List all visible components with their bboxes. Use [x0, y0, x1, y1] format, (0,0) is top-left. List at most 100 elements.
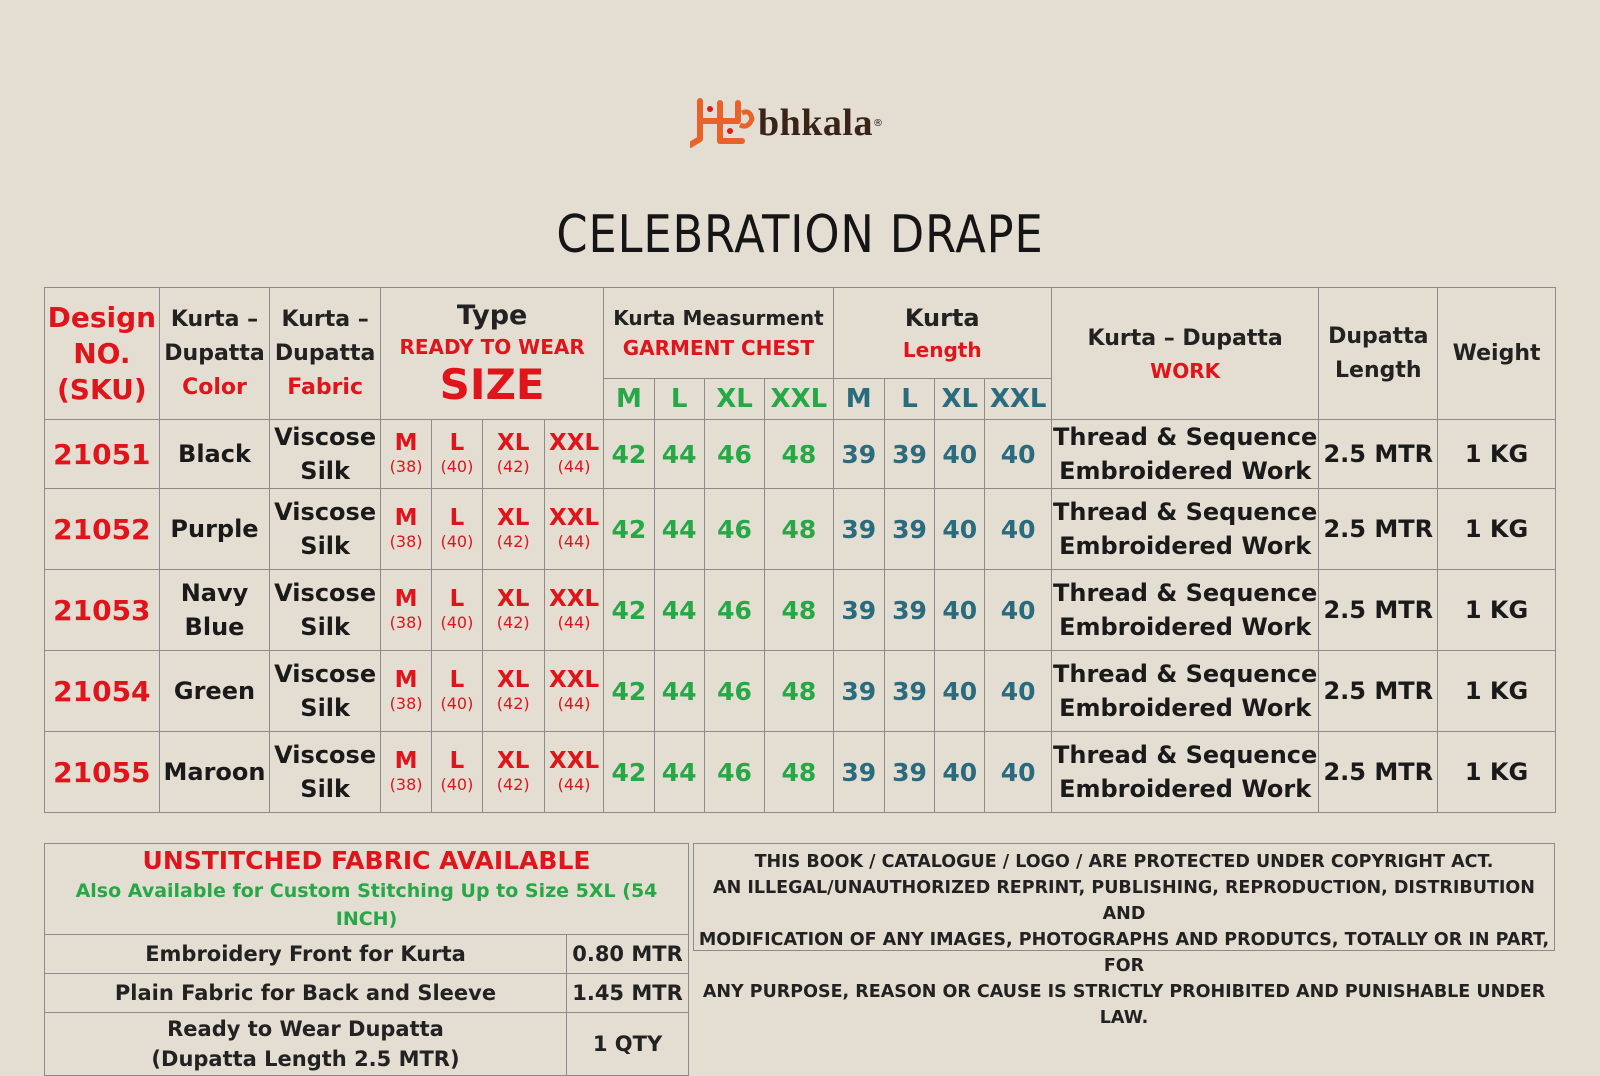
unstitched-fabric-box: UNSTITCHED FABRIC AVAILABLE Also Availab…	[44, 843, 689, 1076]
chest-value: 42	[603, 569, 655, 651]
work-cell: Thread & Sequence Embroidered Work	[1050, 419, 1320, 489]
ready-size-cell: L (40)	[431, 419, 483, 489]
work-header: Kurta – Dupatta WORK	[1050, 287, 1320, 420]
color-cell: Green	[158, 650, 271, 732]
registered-mark: ®	[872, 117, 883, 129]
sku-cell: 21054	[44, 650, 160, 732]
length-value: 40	[984, 569, 1052, 651]
chest-value: 46	[703, 419, 766, 489]
fabric-cell: Viscose Silk	[269, 731, 381, 813]
design-no-header: Design NO. (SKU)	[44, 287, 160, 420]
length-value: 39	[883, 650, 936, 732]
chest-value: 42	[603, 488, 655, 570]
copyright-line: AN ILLEGAL/UNAUTHORIZED REPRINT, PUBLISH…	[713, 878, 1535, 924]
work-cell: Thread & Sequence Embroidered Work	[1050, 488, 1320, 570]
weight-cell: 1 KG	[1437, 419, 1556, 489]
ready-size-cell: XXL (44)	[543, 569, 605, 651]
sku-cell: 21052	[44, 488, 160, 570]
ready-size-cell: M (38)	[379, 569, 433, 651]
ready-size-cell: XXL (44)	[543, 419, 605, 489]
length-value: 39	[883, 419, 936, 489]
measurement-header: Kurta Measurment GARMENT CHEST	[603, 287, 834, 379]
ready-size-cell: M (38)	[379, 488, 433, 570]
ready-size-cell: L (40)	[431, 650, 483, 732]
chest-value: 44	[653, 650, 705, 732]
chest-value: 48	[764, 419, 834, 489]
work-cell: Thread & Sequence Embroidered Work	[1050, 731, 1320, 813]
copyright-line: MODIFICATION OF ANY IMAGES, PHOTOGRAPHS …	[698, 930, 1550, 976]
ready-size-cell: L (40)	[431, 488, 483, 570]
ready-size-cell: XL (42)	[481, 488, 545, 570]
weight-cell: 1 KG	[1437, 650, 1556, 732]
dupatta-length-cell: 2.5 MTR	[1318, 569, 1439, 651]
subheader-row: M L XL XXL M L XL XXL	[45, 378, 1556, 420]
type-header: Type READY TO WEAR SIZE	[379, 287, 605, 420]
weight-cell: 1 KG	[1437, 569, 1556, 651]
length-value: 39	[832, 488, 885, 570]
chest-size-xxl: XXL	[764, 378, 834, 420]
dupatta-length-header: Dupatta Length	[1318, 287, 1439, 420]
dupatta-length-cell: 2.5 MTR	[1318, 650, 1439, 732]
work-cell: Thread & Sequence Embroidered Work	[1050, 569, 1320, 651]
swastik-logo-icon	[690, 98, 755, 148]
length-size-xxl: XXL	[984, 378, 1052, 420]
table-row: 21054 Green Viscose Silk M (38) L (40) XL (42) XXL…	[44, 650, 1556, 732]
chest-value: 48	[764, 731, 834, 813]
ready-size-cell: XL (42)	[481, 731, 545, 813]
length-size-m: M	[832, 378, 885, 420]
fabric-cell: Viscose Silk	[269, 488, 381, 570]
ready-size-cell: M (38)	[379, 650, 433, 732]
chest-value: 48	[764, 650, 834, 732]
length-value: 40	[934, 569, 986, 651]
color-cell: Black	[158, 419, 271, 489]
product-rows: 21051 Black Viscose Silk M (38) L (40) XL (42) XXL…	[44, 419, 1556, 813]
length-value: 39	[883, 569, 936, 651]
chest-value: 42	[603, 650, 655, 732]
chest-value: 46	[703, 488, 766, 570]
fabric-item-value: 1 QTY	[566, 1012, 689, 1076]
ready-size-cell: XXL (44)	[543, 650, 605, 732]
ready-size-cell: M (38)	[379, 731, 433, 813]
work-cell: Thread & Sequence Embroidered Work	[1050, 650, 1320, 732]
chest-size-xl: XL	[703, 378, 766, 420]
length-value: 39	[832, 731, 885, 813]
dupatta-length-cell: 2.5 MTR	[1318, 731, 1439, 813]
ready-size-cell: XL (42)	[481, 569, 545, 651]
length-value: 40	[984, 731, 1052, 813]
length-value: 40	[984, 419, 1052, 489]
length-size-xl: XL	[934, 378, 986, 420]
length-value: 40	[984, 650, 1052, 732]
length-value: 39	[883, 731, 936, 813]
table-row: 21055 Maroon Viscose Silk M (38) L (40) XL (42) XX…	[44, 731, 1556, 813]
length-value: 40	[984, 488, 1052, 570]
weight-cell: 1 KG	[1437, 731, 1556, 813]
unstitched-title: UNSTITCHED FABRIC AVAILABLE	[142, 846, 591, 875]
length-value: 39	[832, 569, 885, 651]
catalogue-title: CELEBRATION DRAPE	[556, 205, 1044, 265]
chest-size-m: M	[603, 378, 655, 420]
chest-value: 46	[703, 731, 766, 813]
unstitched-subtitle: Also Available for Custom Stitching Up t…	[75, 880, 658, 930]
table-row: 21052 Purple Viscose Silk M (38) L (40) XL (42) XX…	[44, 488, 1556, 570]
dupatta-length-cell: 2.5 MTR	[1318, 488, 1439, 570]
kurta-length-header: Kurta Length	[832, 287, 1052, 379]
color-header: Kurta – Dupatta Color	[158, 287, 271, 420]
color-cell: Navy Blue	[158, 569, 271, 651]
ready-size-cell: XL (42)	[481, 650, 545, 732]
chest-value: 44	[653, 569, 705, 651]
sku-cell: 21053	[44, 569, 160, 651]
length-value: 39	[832, 419, 885, 489]
header-row: Design NO. (SKU) Kurta – Dupatta Color Kurta…	[44, 287, 1556, 420]
ready-size-cell: L (40)	[431, 569, 483, 651]
length-value: 40	[934, 731, 986, 813]
chest-value: 42	[603, 419, 655, 489]
unstitched-fabric-table: UNSTITCHED FABRIC AVAILABLE Also Availab…	[44, 843, 689, 1076]
chest-value: 48	[764, 488, 834, 570]
length-value: 39	[832, 650, 885, 732]
length-value: 40	[934, 488, 986, 570]
copyright-notice: THIS BOOK / CATALOGUE / LOGO / ARE PROTE…	[693, 843, 1555, 1028]
fabric-cell: Viscose Silk	[269, 650, 381, 732]
ready-size-cell: XL (42)	[481, 419, 545, 489]
unstitched-heading-cell: UNSTITCHED FABRIC AVAILABLE Also Availab…	[44, 843, 689, 935]
chest-value: 48	[764, 569, 834, 651]
